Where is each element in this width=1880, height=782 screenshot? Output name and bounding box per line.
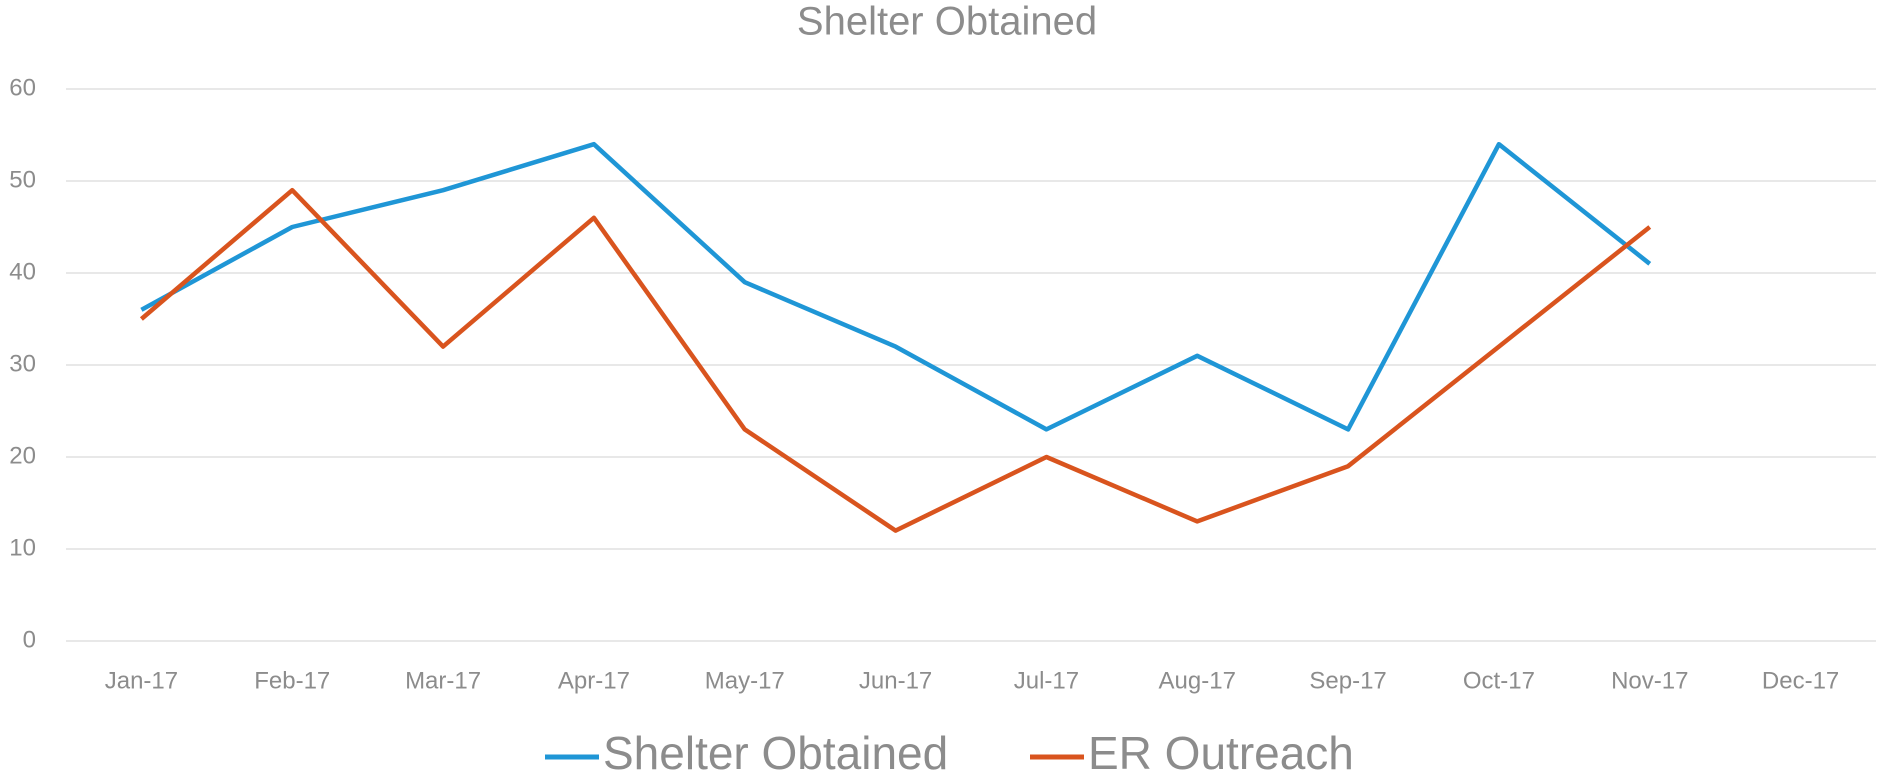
x-tick-label: Dec-17 — [1762, 667, 1839, 694]
x-tick-label: Nov-17 — [1611, 667, 1688, 694]
chart-title: Shelter Obtained — [797, 0, 1097, 44]
legend-label: Shelter Obtained — [603, 727, 948, 779]
y-tick-label: 40 — [9, 258, 36, 285]
y-tick-label: 10 — [9, 534, 36, 561]
x-tick-label: Mar-17 — [405, 667, 481, 694]
x-tick-label: Jan-17 — [105, 667, 178, 694]
x-tick-label: Sep-17 — [1309, 667, 1386, 694]
y-tick-label: 0 — [23, 626, 36, 653]
x-tick-label: May-17 — [705, 667, 785, 694]
series-line — [139, 187, 1652, 533]
series-line — [140, 141, 1652, 432]
y-tick-label: 50 — [9, 166, 36, 193]
y-tick-label: 20 — [9, 442, 36, 469]
x-tick-label: Jun-17 — [859, 667, 932, 694]
x-tick-label: Feb-17 — [254, 667, 330, 694]
x-tick-label: Jul-17 — [1014, 667, 1079, 694]
x-tick-label: Oct-17 — [1463, 667, 1535, 694]
y-tick-label: 60 — [9, 74, 36, 101]
y-tick-label: 30 — [9, 350, 36, 377]
legend-label: ER Outreach — [1088, 727, 1354, 779]
x-tick-label: Aug-17 — [1159, 667, 1236, 694]
x-tick-label: Apr-17 — [558, 667, 630, 694]
